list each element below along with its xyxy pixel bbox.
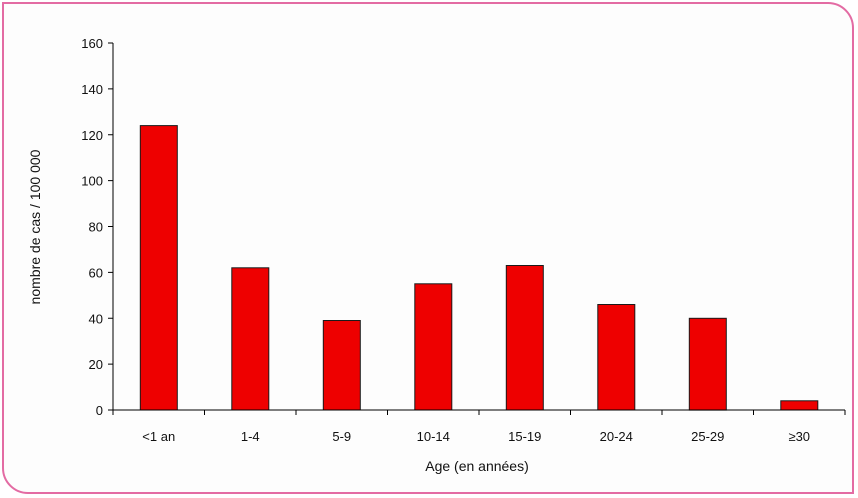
x-tick-label-3: 10-14 (417, 429, 450, 444)
bar-1 (231, 267, 270, 411)
bar-6 (688, 317, 727, 411)
bar-0 (139, 125, 178, 411)
labels-layer: 0 20 40 60 80 100 120 140 160 <1 an 1-4 5-9 10-14 15-… (81, 36, 810, 444)
x-tick-label-0: <1 an (142, 429, 175, 444)
x-tick-label-7: ≥30 (788, 429, 810, 444)
x-tick-label-1: 1-4 (241, 429, 260, 444)
x-axis-title: Age (en années) (425, 458, 529, 474)
bar-5 (597, 304, 636, 411)
bar-3 (414, 283, 453, 411)
y-tick-label-4: 80 (89, 220, 103, 235)
bar-4 (505, 265, 544, 411)
x-tick-label-4: 15-19 (508, 429, 541, 444)
y-tick-label-3: 60 (89, 265, 103, 280)
bars-layer (139, 125, 819, 411)
y-axis-title: nombre de cas / 100 000 (27, 149, 43, 304)
x-tick-label-6: 25-29 (691, 429, 724, 444)
axes-layer (108, 42, 846, 415)
bar-2 (322, 320, 361, 411)
y-tick-label-5: 100 (81, 174, 103, 189)
y-tick-label-7: 140 (81, 82, 103, 97)
y-tick-label-1: 20 (89, 357, 103, 372)
bar-7 (780, 400, 819, 411)
y-tick-label-0: 0 (96, 403, 103, 418)
y-tick-label-2: 40 (89, 311, 103, 326)
y-tick-label-8: 160 (81, 36, 103, 51)
x-tick-label-5: 20-24 (600, 429, 633, 444)
x-tick-label-2: 5-9 (332, 429, 351, 444)
y-tick-label-6: 120 (81, 128, 103, 143)
